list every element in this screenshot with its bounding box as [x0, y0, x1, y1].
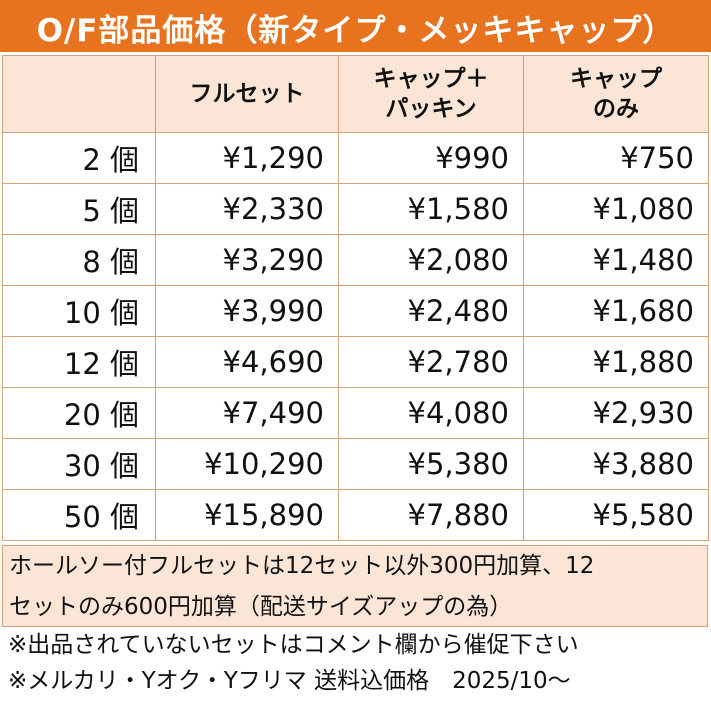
surcharge-note: ホールソー付フルセットは12セット以外300円加算、12 セットのみ600円加算…	[2, 545, 708, 627]
surcharge-note-line1: ホールソー付フルセットは12セット以外300円加算、12	[9, 553, 595, 579]
cap-only-price: ¥2,930	[523, 387, 709, 439]
header-cap-packing: キャップ＋ パッキン	[338, 55, 524, 133]
full-set-price: ¥3,290	[155, 234, 339, 286]
cap-only-price: ¥5,580	[523, 489, 709, 541]
header-cap-only-line2: のみ	[593, 96, 639, 122]
full-set-price: ¥1,290	[155, 132, 339, 184]
header-cap-packing-line1: キャップ＋	[373, 66, 489, 92]
cap-only-price: ¥1,680	[523, 285, 709, 337]
table-row: 5 個 ¥2,330 ¥1,580 ¥1,080	[2, 183, 709, 235]
full-set-price: ¥2,330	[155, 183, 339, 235]
header-row: フルセット キャップ＋ パッキン キャップ のみ	[2, 55, 709, 133]
header-cap-only: キャップ のみ	[523, 55, 709, 133]
header-cap-only-line1: キャップ	[570, 66, 662, 92]
full-set-price: ¥3,990	[155, 285, 339, 337]
qty-cell: 12 個	[2, 336, 156, 388]
cap-packing-price: ¥4,080	[338, 387, 524, 439]
full-set-price: ¥7,490	[155, 387, 339, 439]
header-cap-packing-line2: パッキン	[385, 96, 477, 122]
request-note: ※出品されていないセットはコメント欄から催促下さい	[8, 632, 579, 658]
qty-cell: 8 個	[2, 234, 156, 286]
cap-only-price: ¥3,880	[523, 438, 709, 490]
table-row: 50 個 ¥15,890 ¥7,880 ¥5,580	[2, 489, 709, 541]
full-set-price: ¥4,690	[155, 336, 339, 388]
cap-packing-price: ¥5,380	[338, 438, 524, 490]
qty-cell: 20 個	[2, 387, 156, 439]
full-set-price: ¥15,890	[155, 489, 339, 541]
table-row: 20 個 ¥7,490 ¥4,080 ¥2,930	[2, 387, 709, 439]
page-title: O/F部品価格（新タイプ・メッキキャップ）	[0, 0, 711, 52]
cap-only-price: ¥1,880	[523, 336, 709, 388]
header-full-set: フルセット	[155, 55, 339, 133]
cap-packing-price: ¥1,580	[338, 183, 524, 235]
qty-cell: 2 個	[2, 132, 156, 184]
table-row: 30 個 ¥10,290 ¥5,380 ¥3,880	[2, 438, 709, 490]
header-full-set-label: フルセット	[189, 81, 305, 107]
cap-packing-price: ¥990	[338, 132, 524, 184]
shipping-note: ※メルカリ・Yオク・Yフリマ 送料込価格 2025/10～	[8, 668, 571, 694]
price-table: フルセット キャップ＋ パッキン キャップ のみ 2 個 ¥1,290 ¥990…	[2, 55, 709, 541]
cap-packing-price: ¥2,080	[338, 234, 524, 286]
cap-only-price: ¥750	[523, 132, 709, 184]
footer-notes: ※出品されていないセットはコメント欄から催促下さい ※メルカリ・Yオク・Yフリマ…	[8, 627, 579, 699]
surcharge-note-line2: セットのみ600円加算（配送サイズアップの為）	[9, 594, 513, 620]
cap-only-price: ¥1,080	[523, 183, 709, 235]
qty-cell: 30 個	[2, 438, 156, 490]
table-row: 12 個 ¥4,690 ¥2,780 ¥1,880	[2, 336, 709, 388]
full-set-price: ¥10,290	[155, 438, 339, 490]
qty-cell: 50 個	[2, 489, 156, 541]
cap-packing-price: ¥7,880	[338, 489, 524, 541]
cap-only-price: ¥1,480	[523, 234, 709, 286]
table-row: 8 個 ¥3,290 ¥2,080 ¥1,480	[2, 234, 709, 286]
cap-packing-price: ¥2,480	[338, 285, 524, 337]
table-row: 2 個 ¥1,290 ¥990 ¥750	[2, 132, 709, 184]
qty-cell: 5 個	[2, 183, 156, 235]
cap-packing-price: ¥2,780	[338, 336, 524, 388]
table-row: 10 個 ¥3,990 ¥2,480 ¥1,680	[2, 285, 709, 337]
qty-cell: 10 個	[2, 285, 156, 337]
header-qty	[2, 55, 156, 133]
